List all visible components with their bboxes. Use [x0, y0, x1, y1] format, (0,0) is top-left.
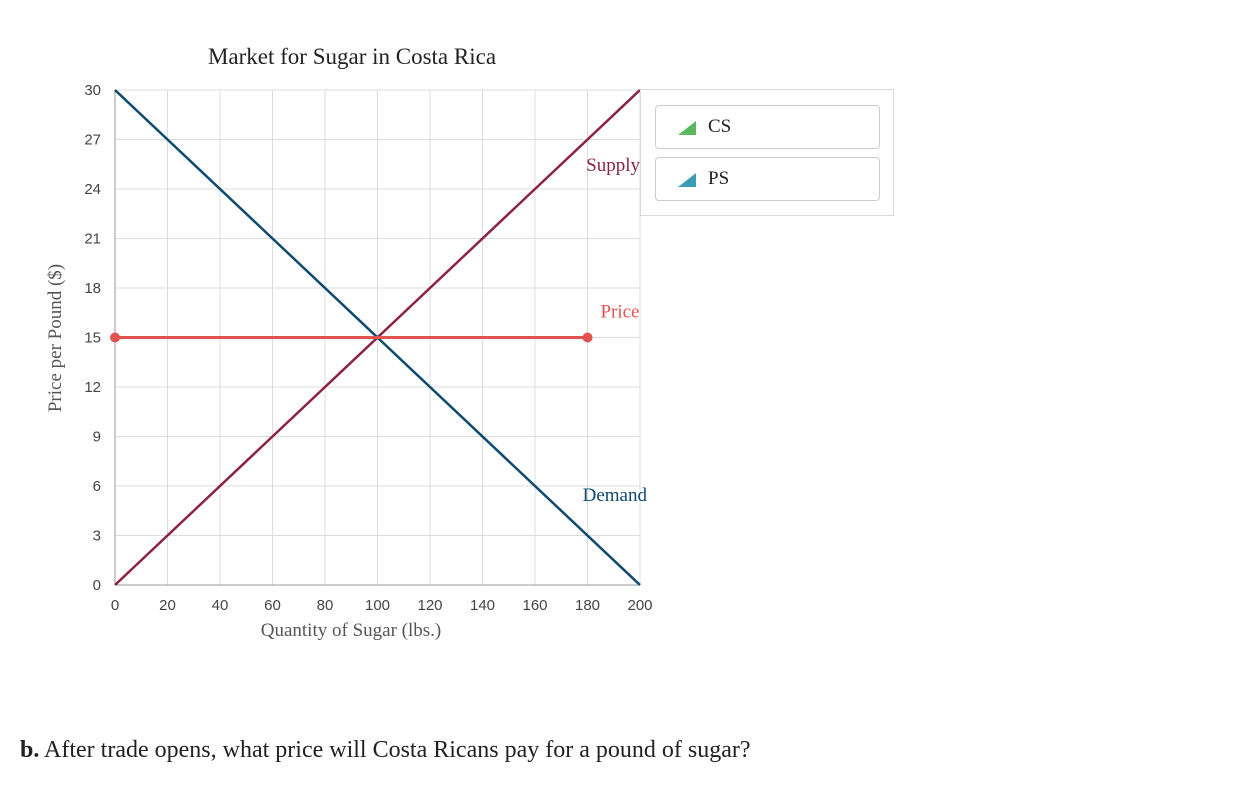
x-tick-label: 160 — [522, 597, 547, 614]
question-text: b. After trade opens, what price will Co… — [20, 737, 751, 764]
x-tick-label: 0 — [111, 597, 119, 614]
curve-labels: Demand Supply Price — [583, 155, 648, 506]
y-tick-label: 15 — [84, 330, 101, 347]
y-axis-title: Price per Pound ($) — [45, 264, 66, 412]
x-tick-label: 100 — [365, 597, 390, 614]
x-tick-label: 80 — [317, 597, 334, 614]
y-tick-label: 6 — [93, 478, 101, 495]
series — [110, 89, 641, 586]
legend: CS PS — [640, 89, 894, 216]
price-marker — [582, 332, 593, 343]
y-tick-label: 30 — [84, 82, 101, 99]
question-label: b. — [20, 737, 40, 763]
x-axis-title: Quantity of Sugar (lbs.) — [261, 620, 441, 641]
x-tick-label: 40 — [212, 597, 229, 614]
chart-title: Market for Sugar in Costa Rica — [208, 44, 496, 69]
supply-label: Supply — [586, 155, 640, 176]
y-tick-label: 24 — [84, 181, 101, 198]
x-tick-label: 120 — [417, 597, 442, 614]
x-tick-label: 140 — [470, 597, 495, 614]
ps-triangle-icon — [678, 173, 696, 187]
legend-item-ps[interactable]: PS — [655, 157, 880, 201]
y-tick-label: 3 — [93, 528, 101, 545]
price-marker — [110, 332, 120, 343]
legend-label-ps: PS — [708, 168, 730, 189]
price-label: Price — [600, 302, 639, 323]
legend-label-cs: CS — [708, 116, 732, 137]
cs-triangle-icon — [678, 121, 696, 135]
x-tick-label: 200 — [627, 597, 652, 614]
y-tick-label: 0 — [93, 577, 101, 594]
x-tick-label: 20 — [159, 597, 176, 614]
question-body: After trade opens, what price will Costa… — [39, 737, 751, 763]
legend-item-cs[interactable]: CS — [655, 105, 880, 149]
x-tick-label: 60 — [264, 597, 281, 614]
demand-label: Demand — [583, 485, 648, 506]
y-tick-label: 21 — [84, 231, 101, 248]
y-tick-label: 18 — [84, 280, 101, 297]
y-tick-label: 27 — [84, 132, 101, 149]
x-tick-label: 180 — [575, 597, 600, 614]
y-tick-label: 12 — [84, 379, 101, 396]
y-tick-label: 9 — [93, 429, 101, 446]
tick-labels: 0 20 40 60 80 100 120 140 160 180 200 0 3 6 9 12 15 18 21 2… — [84, 82, 652, 614]
